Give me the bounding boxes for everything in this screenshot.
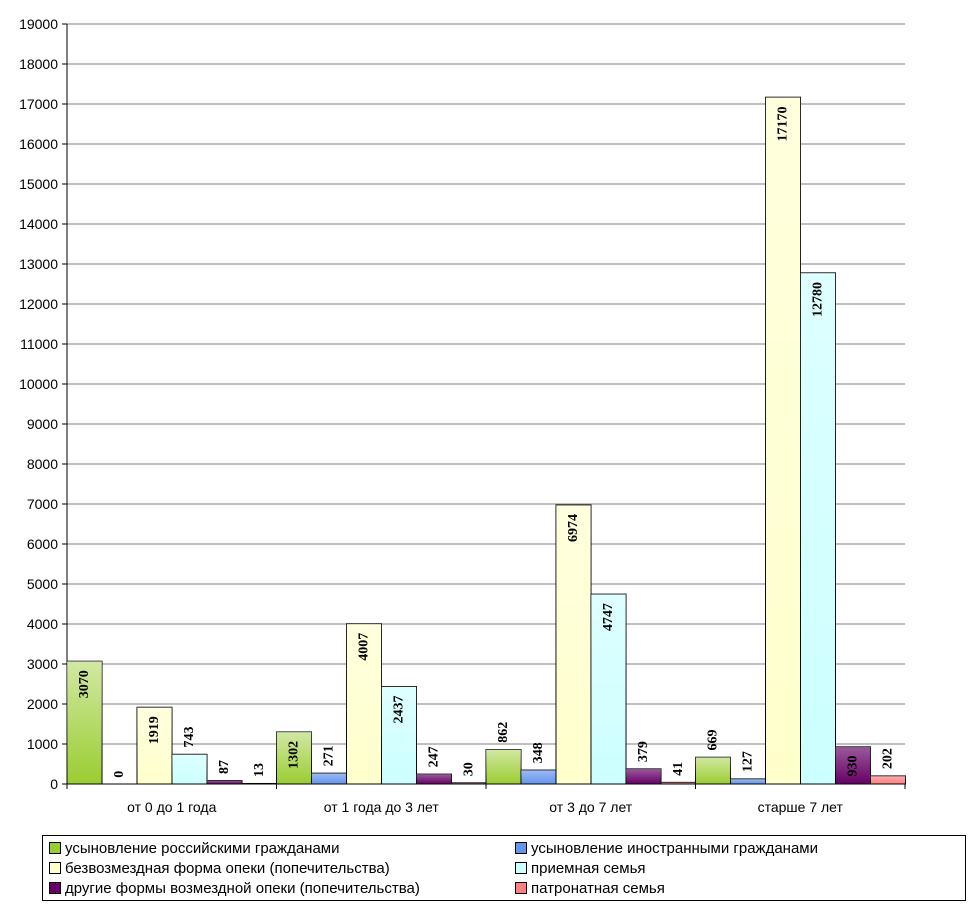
bar-highlight <box>486 749 521 784</box>
y-tick-label: 3000 <box>27 656 58 672</box>
y-tick-label: 13000 <box>19 256 58 272</box>
data-label: 3070 <box>77 670 92 698</box>
legend-item: приемная семья <box>515 858 646 878</box>
legend-label: приемная семья <box>531 859 646 877</box>
y-tick-label: 1000 <box>27 736 58 752</box>
y-tick-label: 8000 <box>27 456 58 472</box>
y-tick-label: 5000 <box>27 576 58 592</box>
data-label: 41 <box>671 762 686 776</box>
bars <box>66 96 906 785</box>
data-label: 271 <box>322 745 337 766</box>
data-label: 17170 <box>776 106 791 141</box>
bar-highlight <box>556 505 591 784</box>
legend-swatch <box>515 842 527 854</box>
bar-highlight <box>416 774 452 784</box>
legend-label: безвозмездная форма опеки (попечительств… <box>65 859 390 877</box>
data-label: 12780 <box>811 282 826 317</box>
x-tick-label: от 3 до 7 лет <box>549 799 632 815</box>
data-label: 1302 <box>287 741 302 769</box>
bar-highlight <box>381 686 417 784</box>
bar-highlight <box>207 780 242 784</box>
data-label: 669 <box>706 729 721 750</box>
y-tick-label: 17000 <box>19 96 58 112</box>
y-tick-label: 11000 <box>20 336 58 352</box>
data-label: 202 <box>881 748 896 769</box>
data-label: 2437 <box>392 696 407 724</box>
legend-label: патронатная семья <box>531 879 665 897</box>
data-label: 1919 <box>147 716 162 744</box>
data-label: 127 <box>741 751 756 772</box>
legend-item: безвозмездная форма опеки (попечительств… <box>49 858 390 878</box>
y-tick-label: 0 <box>50 776 58 792</box>
bar-highlight <box>172 754 207 784</box>
bar-highlight <box>521 770 556 784</box>
bar-highlight <box>800 272 836 784</box>
data-label: 379 <box>636 741 651 762</box>
legend-item: другие формы возмездной опеки (попечител… <box>49 878 420 898</box>
legend-swatch <box>49 882 61 894</box>
legend: усыновление российскими гражданами усынов… <box>42 835 966 901</box>
y-tick-label: 14000 <box>19 216 58 232</box>
legend-label: усыновление иностранными гражданами <box>531 839 818 857</box>
bar-highlight <box>276 731 312 784</box>
legend-swatch <box>49 842 61 854</box>
x-tick-label: от 0 до 1 года <box>127 799 216 815</box>
bar-highlight <box>661 782 696 784</box>
legend-swatch <box>515 862 527 874</box>
data-label: 30 <box>462 762 477 776</box>
bar-highlight <box>67 661 102 784</box>
legend-item: усыновление российскими гражданами <box>49 838 339 858</box>
bar-highlight <box>870 775 906 784</box>
bar-highlight <box>695 757 731 784</box>
bar-highlight <box>835 746 871 784</box>
y-tick-label: 2000 <box>27 696 58 712</box>
data-label: 247 <box>427 746 442 767</box>
legend-swatch <box>515 882 527 894</box>
x-tick-label: от 1 года до 3 лет <box>324 799 440 815</box>
legend-label: усыновление российскими гражданами <box>65 839 340 857</box>
x-axis: от 0 до 1 года от 1 года до 3 лет от 3 до … <box>66 783 906 815</box>
bar-highlight <box>765 97 801 784</box>
chart: 0 1000 2000 3000 4000 5000 6000 7000 8000 9000 100… <box>19 16 906 815</box>
data-label: 930 <box>846 756 861 777</box>
data-label: 0 <box>112 771 127 778</box>
legend-label: другие формы возмездной опеки (попечител… <box>65 879 420 897</box>
data-label: 743 <box>182 727 197 748</box>
y-tick-label: 7000 <box>27 496 58 512</box>
data-label: 87 <box>217 760 232 774</box>
y-tick-label: 18000 <box>19 56 58 72</box>
data-label: 13 <box>252 763 267 777</box>
y-tick-label: 15000 <box>19 176 58 192</box>
bar-highlight <box>730 778 766 784</box>
data-label: 348 <box>531 742 546 763</box>
y-tick-label: 19000 <box>19 16 58 32</box>
bar-highlight <box>591 594 626 784</box>
bar-highlight <box>346 623 382 784</box>
data-label: 862 <box>496 722 511 743</box>
data-labels: 3070 0 1919 743 87 13 1302 271 4007 2437 247 30 862 3… <box>77 106 896 777</box>
y-tick-label: 9000 <box>27 416 58 432</box>
data-label: 6974 <box>566 514 581 542</box>
legend-item: патронатная семья <box>515 878 665 898</box>
bar-highlight <box>311 773 347 784</box>
data-label: 4007 <box>357 633 372 661</box>
bar-highlight <box>626 768 661 784</box>
x-tick-label: старше 7 лет <box>758 799 844 815</box>
y-tick-label: 4000 <box>27 616 58 632</box>
legend-item: усыновление иностранными гражданами <box>515 838 818 858</box>
data-label: 4747 <box>601 603 616 631</box>
y-tick-label: 6000 <box>27 536 58 552</box>
legend-swatch <box>49 862 61 874</box>
bar-highlight <box>137 707 172 784</box>
y-tick-label: 12000 <box>19 296 58 312</box>
y-axis: 0 1000 2000 3000 4000 5000 6000 7000 8000 9000 100… <box>19 16 68 792</box>
y-tick-label: 10000 <box>19 376 58 392</box>
bar-highlight <box>451 782 487 784</box>
y-tick-label: 16000 <box>19 136 58 152</box>
